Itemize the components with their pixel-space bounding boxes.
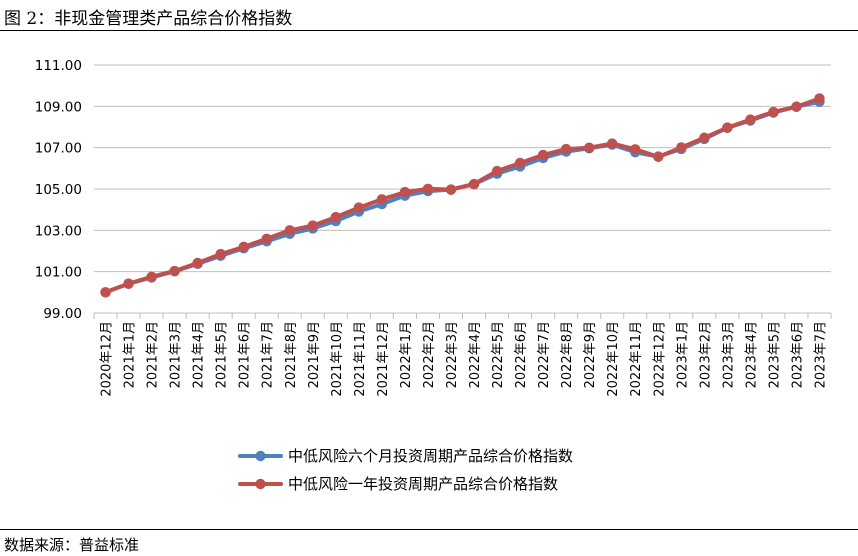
- data-point: [261, 233, 272, 245]
- x-tick-label: 2021年7月: [261, 321, 276, 388]
- x-tick-label: 2022年6月: [514, 321, 529, 388]
- y-tick-label: 109.00: [35, 99, 82, 115]
- legend-swatch-marker: [255, 450, 266, 462]
- data-point: [607, 138, 618, 149]
- data-point: [399, 186, 411, 198]
- y-tick-label: 107.00: [35, 141, 82, 157]
- data-point: [330, 211, 342, 223]
- x-tick-label: 2021年10月: [330, 321, 345, 397]
- y-tick-label: 103.00: [35, 223, 82, 239]
- legend-item-1: 中低风险六个月投资周期产品综合价格指数: [238, 447, 573, 465]
- x-tick-label: 2023年5月: [767, 321, 782, 388]
- x-tick-label: 2021年6月: [238, 321, 253, 388]
- y-tick-label: 111.00: [35, 58, 82, 74]
- x-tick-label: 2023年1月: [675, 321, 690, 388]
- data-point: [215, 248, 226, 260]
- x-tick-label: 2021年11月: [353, 321, 368, 397]
- data-point: [791, 101, 802, 112]
- x-tick-label: 2021年1月: [123, 321, 138, 388]
- x-tick-label: 2021年5月: [215, 321, 230, 388]
- x-tick-label: 2022年2月: [422, 321, 437, 388]
- x-tick-label: 2022年5月: [491, 321, 506, 388]
- x-tick-label: 2022年10月: [606, 321, 621, 397]
- series-layer: [100, 93, 825, 298]
- legend-item-2: 中低风险一年投资周期产品综合价格指数: [238, 475, 558, 493]
- data-point: [146, 271, 157, 283]
- data-point: [169, 265, 180, 277]
- data-point: [699, 132, 710, 143]
- x-tick-label: 2021年3月: [169, 321, 184, 388]
- data-point: [468, 178, 480, 190]
- gridlines: [94, 64, 831, 314]
- series-line: [103, 99, 822, 295]
- data-point: [630, 144, 641, 155]
- data-point: [192, 257, 203, 269]
- x-tick-label: 2021年4月: [192, 321, 207, 388]
- legend-swatch-marker: [255, 478, 266, 490]
- x-tick-label: 2023年7月: [813, 321, 828, 388]
- y-axis: 99.00 101.00 103.00 105.00 107.00 109.00 111.0…: [35, 58, 82, 322]
- x-tick-label: 2021年9月: [307, 321, 322, 388]
- y-tick-label: 101.00: [35, 265, 82, 281]
- data-point: [722, 122, 733, 133]
- x-tick-label: 2022年1月: [399, 321, 414, 388]
- y-tick-label: 99.00: [43, 306, 82, 322]
- x-tick-label: 2020年12月: [100, 321, 115, 397]
- x-tick-label: 2023年6月: [790, 321, 805, 388]
- x-tick-label: 2022年3月: [445, 321, 460, 388]
- data-point: [560, 143, 572, 155]
- data-point: [376, 194, 388, 205]
- series-line: [103, 96, 822, 295]
- data-point: [307, 220, 318, 231]
- x-axis: 2020年12月 2021年1月 2021年2月 2021年3月 2021年4月 2021…: [93, 312, 832, 397]
- legend-label: 中低风险六个月投资周期产品综合价格指数: [288, 447, 573, 465]
- data-point: [353, 202, 365, 213]
- x-tick-label: 2021年8月: [284, 321, 299, 388]
- data-point: [814, 93, 825, 104]
- data-point: [445, 184, 457, 195]
- series-1: [100, 96, 825, 298]
- data-point: [422, 183, 434, 194]
- x-tick-label: 2022年4月: [468, 321, 483, 388]
- x-tick-label: 2023年4月: [744, 321, 759, 388]
- data-point: [514, 157, 526, 169]
- x-tick-label: 2021年2月: [146, 321, 161, 388]
- series-2: [100, 93, 825, 298]
- data-point: [238, 241, 249, 253]
- source-note: 数据来源：普益标准: [4, 536, 140, 554]
- x-tick-label: 2022年11月: [629, 321, 644, 397]
- data-point: [583, 142, 595, 153]
- data-point: [537, 149, 549, 161]
- data-point: [745, 114, 756, 125]
- x-tick-label: 2022年7月: [537, 321, 552, 388]
- x-tick-label: 2022年9月: [583, 321, 598, 388]
- source-rule: [0, 529, 858, 530]
- x-tick-label: 2022年8月: [560, 321, 575, 388]
- data-point: [123, 278, 134, 289]
- x-tick-label: 2023年2月: [698, 321, 713, 388]
- x-tick-label: 2021年12月: [376, 321, 391, 397]
- data-point: [100, 287, 111, 298]
- figure-title: 图 2：非现金管理类产品综合价格指数: [4, 9, 293, 29]
- y-tick-label: 105.00: [35, 182, 82, 198]
- data-point: [676, 142, 687, 153]
- data-point: [284, 225, 295, 236]
- title-rule: [0, 30, 858, 31]
- x-tick-label: 2022年12月: [652, 321, 667, 397]
- data-point: [491, 165, 503, 177]
- x-tick-label: 2023年3月: [721, 321, 736, 388]
- data-point: [653, 151, 664, 162]
- data-point: [768, 106, 779, 118]
- legend-label: 中低风险一年投资周期产品综合价格指数: [288, 475, 558, 493]
